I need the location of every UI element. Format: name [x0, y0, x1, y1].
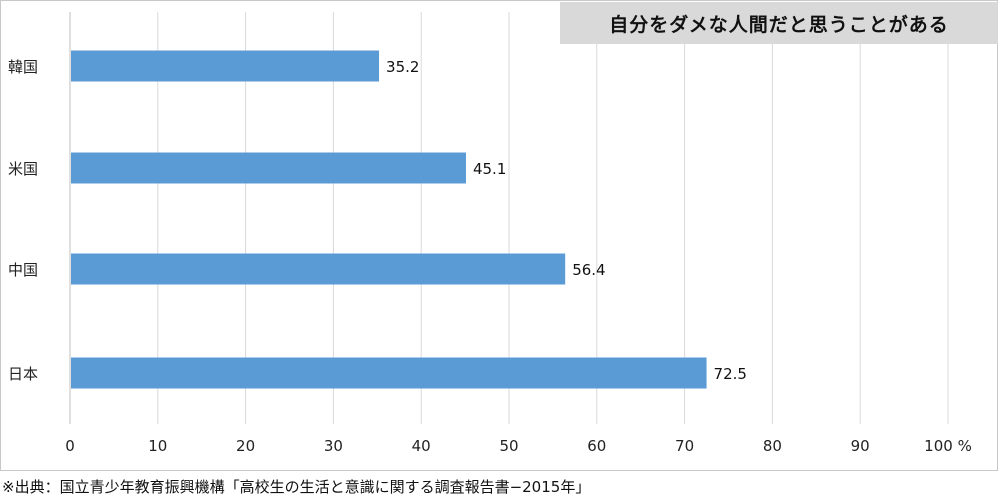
source-note: ※出典：国立青少年教育振興機構「高校生の生活と意識に関する調査報告書−2015年… [2, 478, 591, 496]
chart-title: 自分をダメな人間だと思うことがある [560, 2, 998, 44]
x-tick-label: 70 [675, 437, 694, 455]
data-label: 56.4 [572, 261, 605, 279]
data-label: 35.2 [386, 58, 419, 76]
bar-1 [71, 152, 466, 184]
x-tick-label: 0 [65, 437, 75, 455]
data-label: 45.1 [473, 160, 506, 178]
category-label: 米国 [8, 160, 38, 178]
x-tick-label: 30 [324, 437, 343, 455]
x-tick-label: 100 % [924, 437, 972, 455]
x-tick-label: 90 [851, 437, 870, 455]
x-tick-label: 60 [587, 437, 606, 455]
x-tick-label: 20 [236, 437, 255, 455]
x-tick-label: 10 [148, 437, 167, 455]
x-tick-label: 40 [412, 437, 431, 455]
bar-2 [71, 253, 566, 285]
x-tick-label: 80 [763, 437, 782, 455]
bar-chart: 0 10 20 30 40 50 60 70 80 90 100 % 韓国 35.2 米国 45.1 中国 56… [8, 12, 972, 455]
category-label: 日本 [8, 365, 38, 383]
data-label: 72.5 [714, 365, 747, 383]
bar-0 [71, 50, 380, 82]
bar-3 [71, 357, 707, 389]
x-tick-label: 50 [499, 437, 518, 455]
category-label: 中国 [8, 261, 38, 279]
category-label: 韓国 [8, 58, 38, 76]
